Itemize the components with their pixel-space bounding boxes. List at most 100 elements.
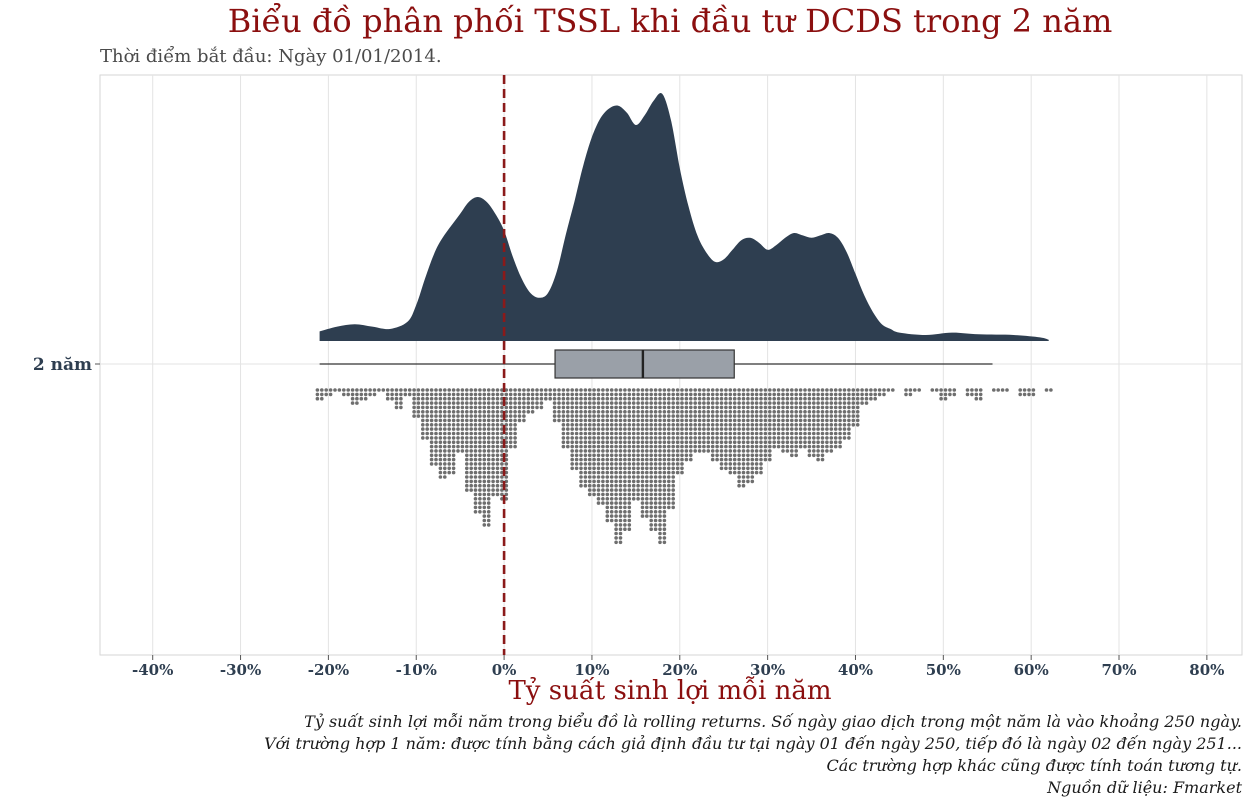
dot	[781, 410, 785, 414]
dot	[596, 492, 601, 497]
dot	[812, 440, 816, 445]
dot	[807, 423, 812, 427]
dot	[522, 388, 526, 392]
dot	[737, 418, 741, 423]
dot	[592, 392, 596, 397]
dot	[662, 453, 667, 458]
dot	[645, 466, 649, 471]
dot	[609, 423, 614, 427]
dot	[412, 396, 416, 401]
dot	[587, 444, 592, 449]
dot	[614, 405, 618, 410]
dot	[838, 440, 842, 445]
dot	[570, 401, 574, 405]
dot	[667, 453, 671, 458]
dot	[658, 418, 662, 423]
dot	[434, 414, 438, 418]
dot	[746, 405, 750, 410]
dot	[592, 466, 596, 471]
dot	[671, 401, 675, 405]
dot	[421, 396, 425, 401]
dot	[855, 410, 860, 414]
dot	[737, 453, 741, 458]
dot	[416, 388, 421, 392]
dot	[443, 392, 447, 397]
dot	[425, 410, 430, 414]
dot	[702, 427, 706, 431]
dot	[596, 396, 601, 401]
dot	[482, 423, 487, 427]
dot	[750, 453, 755, 458]
dot	[671, 396, 675, 401]
dot	[724, 453, 728, 458]
dot	[434, 427, 438, 431]
dot	[478, 410, 482, 414]
dot	[684, 457, 689, 462]
dot	[645, 401, 649, 405]
dot	[675, 440, 680, 445]
dot	[425, 423, 430, 427]
dot	[601, 479, 605, 484]
dot	[719, 449, 724, 453]
dot	[473, 466, 478, 471]
dot	[807, 396, 812, 401]
dot	[715, 410, 719, 414]
dot	[504, 436, 509, 440]
dot	[530, 388, 535, 392]
dot	[640, 440, 645, 445]
dot	[855, 414, 860, 418]
dot	[583, 414, 588, 418]
dot	[772, 410, 776, 414]
dot	[759, 440, 763, 445]
dot	[618, 453, 623, 458]
dot	[469, 410, 474, 414]
dot	[675, 444, 680, 449]
dot	[451, 466, 456, 471]
dot	[754, 457, 759, 462]
dot	[820, 401, 825, 405]
dot	[552, 405, 557, 410]
dot	[609, 505, 614, 510]
dot	[829, 423, 834, 427]
dot	[469, 479, 474, 484]
dot	[732, 431, 737, 436]
dot	[706, 423, 711, 427]
dot	[825, 388, 829, 392]
dot	[724, 466, 728, 471]
dot	[680, 396, 684, 401]
dot	[851, 418, 856, 423]
dot	[675, 457, 680, 462]
dot	[434, 462, 438, 466]
dot	[671, 392, 675, 397]
dot	[478, 436, 482, 440]
dot	[579, 479, 583, 484]
dot	[631, 453, 636, 458]
dot	[504, 405, 509, 410]
dot	[697, 414, 702, 418]
dot	[807, 431, 812, 436]
dot	[732, 388, 737, 392]
dot	[702, 405, 706, 410]
dot	[684, 436, 689, 440]
dot	[486, 505, 491, 510]
dot	[807, 427, 812, 431]
dot	[697, 388, 702, 392]
dot	[829, 388, 834, 392]
dot	[631, 418, 636, 423]
dot	[798, 392, 803, 397]
dot	[776, 388, 781, 392]
dot	[965, 388, 970, 392]
dot	[724, 431, 728, 436]
dot	[689, 396, 693, 401]
dot	[385, 392, 390, 397]
dot	[517, 405, 522, 410]
dot	[864, 396, 869, 401]
dot	[596, 427, 601, 431]
dot	[825, 401, 829, 405]
dot	[820, 440, 825, 445]
dot	[746, 466, 750, 471]
dot	[640, 423, 645, 427]
dot	[1018, 388, 1022, 392]
dot	[662, 531, 667, 536]
dot	[438, 396, 443, 401]
